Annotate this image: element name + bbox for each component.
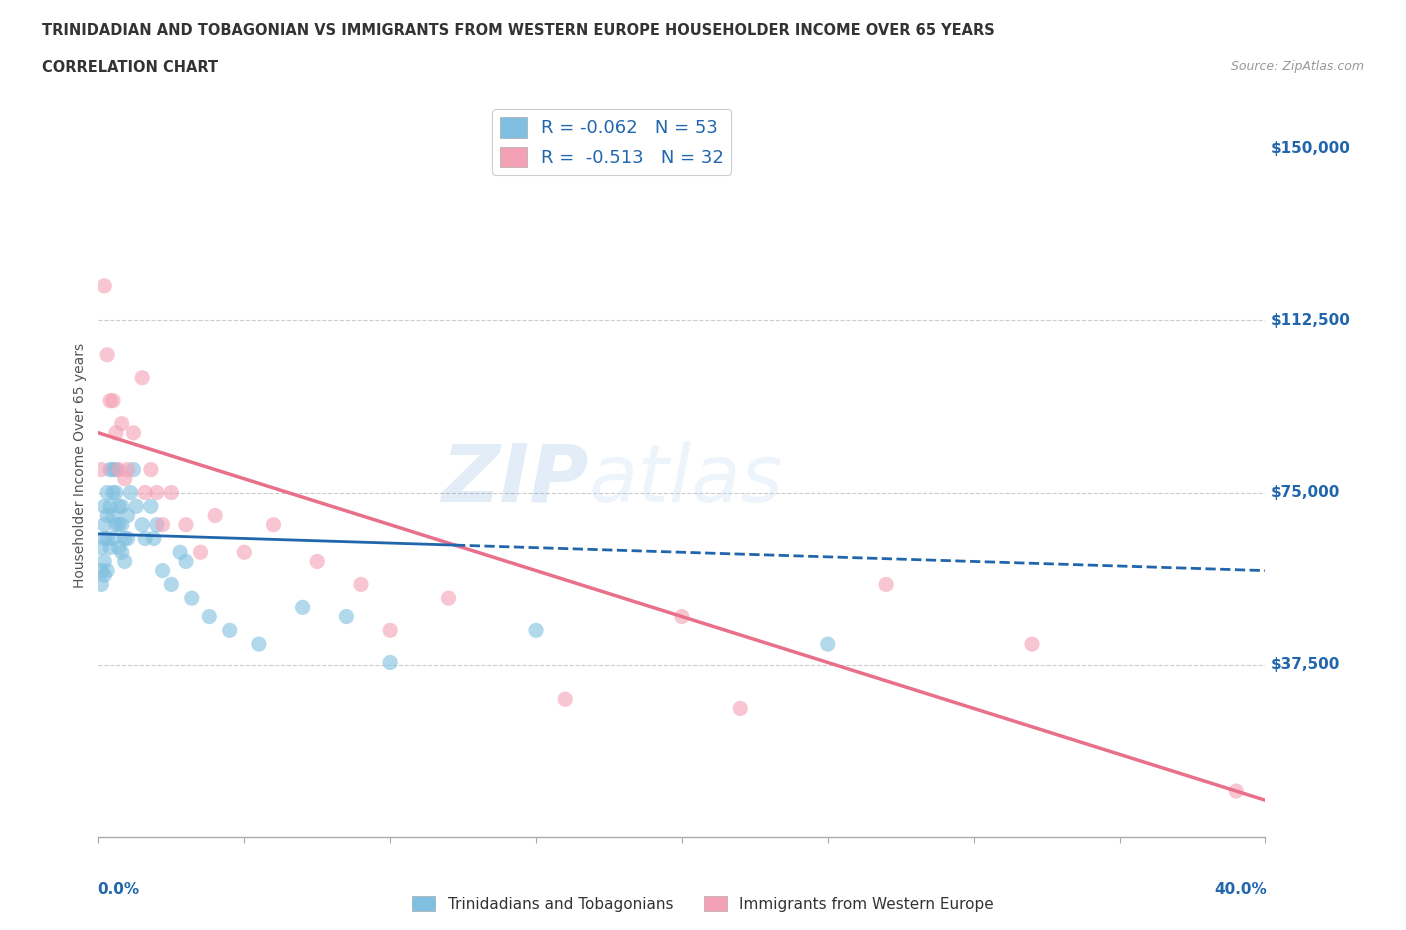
Point: [111, 417, 134, 432]
Point: [108, 462, 131, 477]
Point: [146, 517, 169, 532]
Point: [122, 462, 145, 477]
Point: [146, 485, 169, 500]
Text: 0.0%: 0.0%: [97, 882, 139, 897]
Text: CORRELATION CHART: CORRELATION CHART: [42, 60, 218, 75]
Point: [108, 498, 131, 513]
Point: [98, 462, 121, 477]
Text: TRINIDADIAN AND TOBAGONIAN VS IMMIGRANTS FROM WESTERN EUROPE HOUSEHOLDER INCOME : TRINIDADIAN AND TOBAGONIAN VS IMMIGRANTS…: [42, 23, 995, 38]
Point: [437, 591, 460, 605]
Point: [247, 637, 270, 652]
Point: [554, 692, 576, 707]
Point: [160, 577, 183, 591]
Point: [125, 498, 148, 513]
Point: [111, 498, 134, 513]
Point: [174, 517, 197, 532]
Point: [93, 278, 115, 293]
Point: [817, 637, 839, 652]
Point: [233, 545, 256, 560]
Point: [152, 517, 174, 532]
Point: [291, 600, 314, 615]
Point: [101, 393, 124, 408]
Point: [335, 609, 357, 624]
Point: [98, 498, 121, 513]
Point: [139, 498, 162, 513]
Point: [378, 623, 402, 638]
Point: [169, 545, 191, 560]
Legend: Trinidadians and Tobagonians, Immigrants from Western Europe: Trinidadians and Tobagonians, Immigrants…: [406, 889, 1000, 918]
Point: [93, 531, 115, 546]
Point: [117, 531, 139, 546]
Point: [160, 485, 183, 500]
Point: [139, 462, 162, 477]
Point: [131, 517, 153, 532]
Point: [108, 517, 131, 532]
Point: [262, 517, 284, 532]
Point: [114, 554, 136, 569]
Text: $150,000: $150,000: [1271, 140, 1351, 155]
Point: [90, 540, 112, 555]
Point: [114, 531, 136, 546]
Point: [180, 591, 202, 605]
Point: [98, 540, 121, 555]
Point: [101, 508, 124, 523]
Point: [204, 508, 226, 523]
Point: [218, 623, 240, 638]
Point: [104, 485, 127, 500]
Point: [93, 517, 115, 532]
Point: [524, 623, 547, 638]
Text: $37,500: $37,500: [1271, 658, 1340, 672]
Point: [1225, 784, 1247, 799]
Point: [96, 531, 118, 546]
Point: [134, 531, 156, 546]
Point: [142, 531, 165, 546]
Point: [104, 517, 127, 532]
Point: [378, 655, 402, 670]
Point: [114, 472, 136, 486]
Point: [98, 393, 121, 408]
Point: [93, 498, 115, 513]
Point: [875, 577, 897, 591]
Point: [307, 554, 329, 569]
Text: 40.0%: 40.0%: [1213, 882, 1267, 897]
Point: [728, 701, 751, 716]
Point: [90, 577, 112, 591]
Point: [101, 531, 124, 546]
Point: [104, 462, 127, 477]
Point: [671, 609, 693, 624]
Point: [122, 425, 145, 440]
Point: [174, 554, 197, 569]
Point: [198, 609, 221, 624]
Point: [90, 462, 112, 477]
Text: $75,000: $75,000: [1271, 485, 1340, 500]
Point: [90, 564, 112, 578]
Point: [101, 462, 124, 477]
Point: [117, 462, 139, 477]
Point: [117, 508, 139, 523]
Text: atlas: atlas: [589, 441, 783, 519]
Point: [93, 568, 115, 583]
Point: [96, 485, 118, 500]
Point: [108, 540, 131, 555]
Point: [101, 485, 124, 500]
Y-axis label: Householder Income Over 65 years: Householder Income Over 65 years: [73, 342, 87, 588]
Point: [120, 485, 142, 500]
Point: [1021, 637, 1043, 652]
Point: [111, 545, 134, 560]
Point: [96, 508, 118, 523]
Text: $112,500: $112,500: [1271, 312, 1351, 328]
Point: [152, 564, 174, 578]
Point: [93, 554, 115, 569]
Text: ZIP: ZIP: [441, 441, 589, 519]
Point: [131, 370, 153, 385]
Point: [104, 425, 127, 440]
Point: [96, 347, 118, 362]
Point: [190, 545, 212, 560]
Point: [134, 485, 156, 500]
Point: [96, 564, 118, 578]
Point: [350, 577, 373, 591]
Point: [111, 517, 134, 532]
Legend: R = -0.062   N = 53, R =  -0.513   N = 32: R = -0.062 N = 53, R = -0.513 N = 32: [492, 110, 731, 175]
Text: Source: ZipAtlas.com: Source: ZipAtlas.com: [1230, 60, 1364, 73]
